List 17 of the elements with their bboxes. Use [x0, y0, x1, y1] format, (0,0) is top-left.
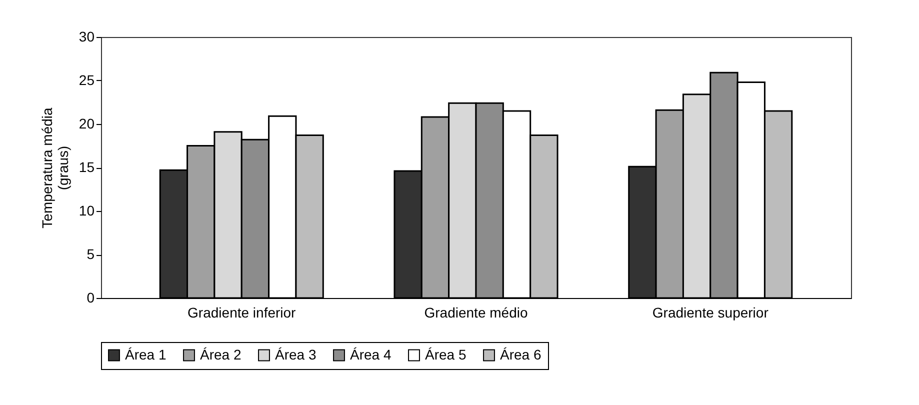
- x-tick-label: Gradiente inferior: [188, 304, 296, 320]
- y-tick-label: 30: [78, 28, 95, 44]
- y-tick-label: 20: [78, 116, 95, 132]
- y-tick-label: 5: [86, 246, 95, 262]
- x-tick-label: Gradiente médio: [424, 304, 528, 320]
- legend-label: Área 6: [500, 346, 542, 362]
- legend-label: Área 5: [425, 346, 466, 362]
- legend-label: Área 1: [125, 346, 166, 362]
- legend-label: Área 3: [275, 346, 316, 362]
- y-axis-title: Temperatura média (graus): [38, 107, 71, 228]
- y-tick-label: 25: [78, 72, 95, 88]
- legend-label: Área 2: [200, 346, 242, 362]
- legend-label: Área 4: [350, 346, 392, 362]
- y-tick-label: 15: [78, 159, 95, 175]
- x-tick-label: Gradiente superior: [652, 304, 769, 320]
- y-tick-label: 10: [78, 202, 95, 218]
- y-tick-label: 0: [86, 290, 95, 306]
